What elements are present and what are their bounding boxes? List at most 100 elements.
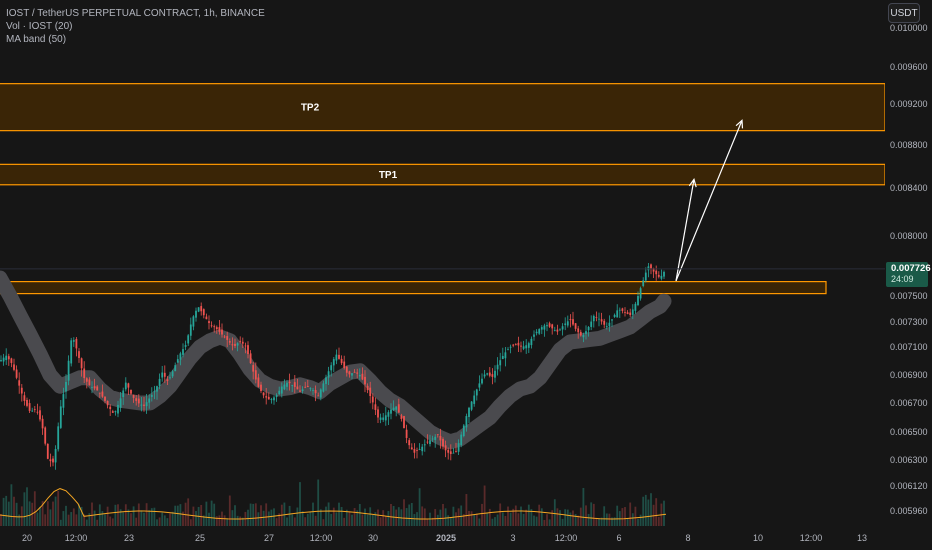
candle-body [254,370,257,380]
candle-body [631,309,634,315]
candle-body [478,383,481,388]
candle-body [226,336,229,340]
volume-bar [655,498,658,526]
candle-body [644,272,647,281]
volume-bar [288,505,291,526]
candle-body [122,390,125,398]
time-tick-label: 2025 [436,533,456,543]
volume-bar [182,511,184,526]
candle-body [127,383,130,388]
price-tick-label: 0.006700 [890,398,928,408]
volume-bar [517,513,520,526]
candle-body [39,410,41,420]
volume-bar [525,509,528,526]
candle-body [629,312,632,316]
candle-body [390,409,392,414]
volume-bar [15,502,18,526]
volume-bar [548,519,551,526]
candle-body [137,398,140,404]
volume-bar [135,517,138,526]
volume-bar [642,496,645,526]
candle-body [205,316,208,320]
volume-bar [215,516,218,526]
volume-bar [312,502,314,526]
volume-bar [137,503,140,526]
candle-body [431,438,434,440]
candle-body [353,371,356,373]
volume-bar [54,496,57,526]
volume-bar [522,513,525,526]
volume-bar [140,510,143,526]
volume-bar [260,505,262,526]
volume-bar [143,512,145,526]
volume-bar [163,515,166,526]
volume-bar [426,519,429,526]
volume-bar [226,519,229,526]
candle-body [590,321,593,327]
candle-body [468,407,470,417]
volume-bar [291,514,294,526]
volume-ma-line [0,488,667,520]
candle-body [20,387,23,394]
ma-band-indicator-label[interactable]: MA band (50) [6,34,67,45]
candle-body [429,440,431,445]
volume-bar [559,510,561,526]
candle-countdown: 24:09 [891,274,914,284]
candle-body [70,340,73,364]
price-tick-label: 0.008400 [890,183,928,193]
candle-body [119,398,122,408]
volume-bar [608,513,611,526]
volume-bar [418,488,421,526]
volume-bar [85,519,88,526]
candle-body [143,404,145,406]
candle-body [457,443,460,452]
volume-bar [481,503,483,526]
volume-bar [637,518,639,526]
volume-bar [499,503,502,526]
candle-body [7,356,10,360]
candle-body [75,338,78,349]
volume-bar [93,510,96,526]
candle-body [624,311,626,313]
time-tick-label: 12:00 [310,533,333,543]
candle-body [106,400,109,406]
volume-bar [109,516,112,526]
time-tick-label: 27 [264,533,274,543]
candle-body [33,409,36,410]
candle-body [585,331,587,334]
zone-label-tp2: TP2 [301,103,320,114]
candle-body [192,316,195,327]
candle-body [618,309,621,311]
candle-body [572,319,574,325]
currency-unit-button[interactable]: USDT [888,3,920,23]
candle-body [93,386,96,389]
volume-bar [234,505,236,526]
candle-body [413,449,416,453]
time-axis[interactable]: 20 12:00 23 25 27 12:00 30 2025 3 12:00 6 8 10 12:00 1… [0,527,885,550]
candle-body [260,384,262,392]
candle-body [605,326,608,327]
volume-bar [319,509,322,526]
candle-body [325,377,327,384]
candle-body [603,320,606,325]
candle-body [522,346,525,349]
candle-body [171,371,174,377]
volume-bar [166,518,169,526]
candle-body [158,378,161,386]
candle-body [351,373,353,376]
candle-body [587,327,590,331]
volume-bar [44,514,47,526]
candle-body [652,268,655,272]
candle-body [374,404,377,410]
candle-body [400,415,403,419]
candle-body [163,372,166,377]
volume-bar [296,507,299,526]
volume-bar [379,517,382,526]
candle-body [564,323,567,325]
volume-bar [351,514,353,526]
volume-bar [213,503,216,526]
volume-bar [247,509,249,526]
volume-indicator-label[interactable]: Vol · IOST (20) [6,21,73,32]
candle-body [663,271,665,277]
